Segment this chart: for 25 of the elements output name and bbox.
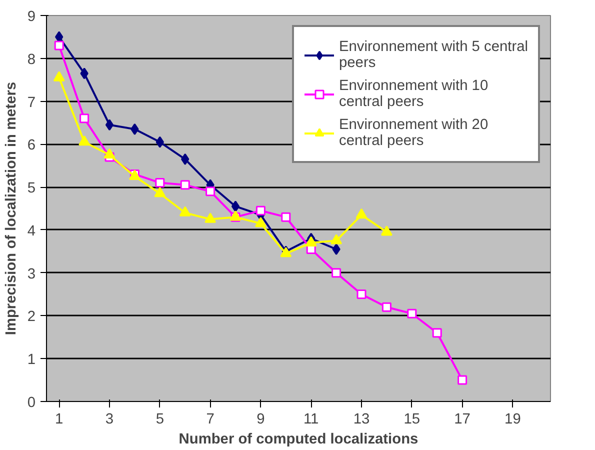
x-tick-label: 3 bbox=[105, 412, 114, 428]
x-axis-title: Number of computed localizations bbox=[178, 432, 418, 448]
x-tick-label: 19 bbox=[504, 412, 521, 428]
y-tick-label: 7 bbox=[27, 94, 36, 111]
legend-label: Environnement with 20 central peers bbox=[339, 116, 488, 151]
y-axis-title: Imprecision of localization in meters bbox=[3, 82, 20, 336]
x-tick-label: 15 bbox=[404, 412, 420, 428]
x-tick-label: 13 bbox=[353, 412, 370, 428]
x-tick-label: 5 bbox=[156, 412, 164, 428]
x-tick-label: 9 bbox=[256, 412, 265, 428]
x-tick-label: 11 bbox=[303, 412, 319, 428]
y-tick-label: 9 bbox=[27, 9, 36, 25]
y-tick-label: 1 bbox=[27, 352, 36, 368]
legend-label: Environnement with 10 central peers bbox=[339, 77, 488, 112]
y-tick-label: 8 bbox=[27, 52, 36, 68]
x-tick-label: 17 bbox=[454, 412, 470, 428]
y-tick-label: 6 bbox=[27, 138, 36, 154]
x-tick-label: 1 bbox=[55, 412, 64, 428]
y-tick-label: 2 bbox=[27, 309, 36, 326]
x-tick-label: 7 bbox=[206, 412, 214, 428]
y-tick-label: 3 bbox=[27, 266, 36, 282]
y-tick-label: 5 bbox=[27, 180, 36, 197]
y-tick-label: 4 bbox=[27, 223, 36, 240]
legend-label: Environnement with 5 central peers bbox=[339, 38, 528, 73]
y-tick-label: 0 bbox=[27, 395, 36, 411]
